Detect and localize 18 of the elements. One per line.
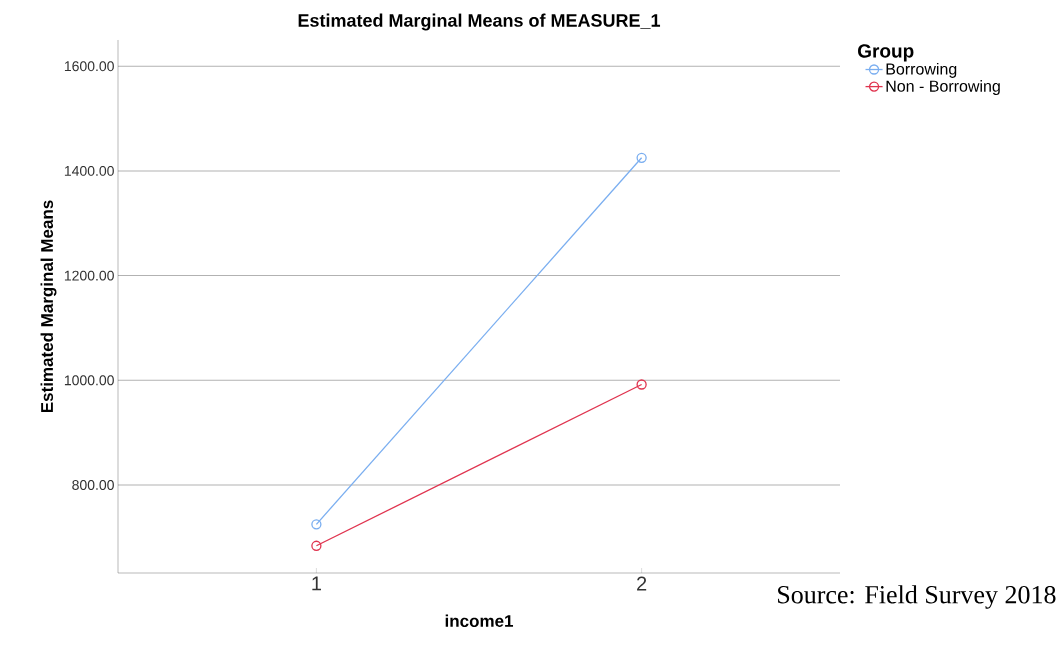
y-axis-title: Estimated Marginal Means [40,200,57,413]
y-tick-label: 800.00 [72,480,114,490]
y-tick-label: 1200.00 [64,270,114,281]
y-tick-label: 1400.00 [64,165,114,176]
point [311,519,322,530]
point [636,379,647,390]
y-tick-label: 1000.00 [64,375,114,386]
legend-label: Borrowing [886,62,957,78]
x-axis-title: income1 [445,614,514,628]
source-note: Source: Field Survey 2018 [778,585,1056,609]
x-tick-label: 1 [312,576,321,591]
point [636,152,647,163]
legend-label: Non - Borrowing [886,80,1000,95]
point [311,540,322,551]
legend-title: Group [858,44,914,62]
x-tick-label: 2 [637,576,647,591]
chart-title: Estimated Marginal Means of MEASURE_1 [298,13,661,31]
y-tick-label: 1600.00 [64,61,114,72]
